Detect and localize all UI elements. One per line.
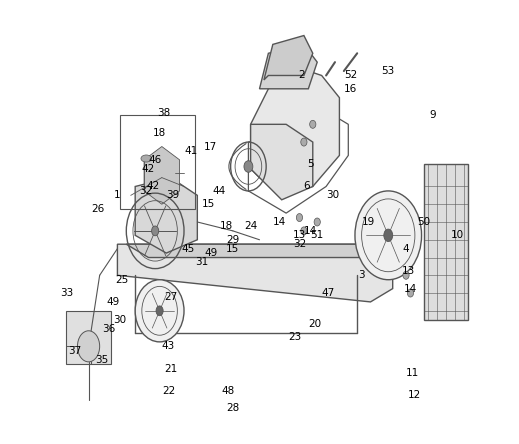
Text: 30: 30: [113, 315, 126, 325]
Ellipse shape: [355, 191, 421, 280]
Polygon shape: [135, 178, 197, 253]
Text: 42: 42: [146, 182, 159, 191]
Text: 32: 32: [293, 239, 306, 249]
Text: 28: 28: [226, 404, 239, 413]
Text: 25: 25: [115, 275, 129, 285]
Text: 18: 18: [153, 128, 166, 138]
Text: 19: 19: [362, 217, 375, 227]
Text: 42: 42: [142, 164, 155, 174]
Text: 14: 14: [273, 217, 286, 227]
Bar: [424, 164, 468, 320]
Text: 11: 11: [406, 368, 419, 378]
Text: 47: 47: [322, 288, 335, 298]
Ellipse shape: [77, 331, 100, 362]
Text: 43: 43: [162, 341, 175, 351]
Text: 48: 48: [222, 386, 235, 396]
Text: 9: 9: [429, 111, 436, 120]
Text: 17: 17: [204, 142, 217, 151]
Text: 12: 12: [408, 390, 421, 400]
Text: 15: 15: [202, 199, 215, 209]
Text: 16: 16: [344, 84, 357, 94]
Polygon shape: [264, 36, 313, 80]
Bar: [66, 311, 111, 364]
Polygon shape: [117, 244, 393, 302]
Ellipse shape: [141, 155, 152, 162]
Ellipse shape: [244, 161, 253, 172]
Ellipse shape: [301, 138, 307, 146]
Text: 49: 49: [106, 297, 119, 307]
Text: 13: 13: [402, 266, 415, 276]
Text: 51: 51: [310, 230, 324, 240]
Bar: [120, 115, 195, 209]
Text: 41: 41: [184, 146, 197, 156]
Ellipse shape: [384, 229, 393, 242]
Text: 49: 49: [204, 248, 217, 258]
Text: 6: 6: [303, 182, 309, 191]
Text: 3: 3: [358, 270, 365, 280]
Text: 1: 1: [114, 190, 121, 200]
Ellipse shape: [296, 214, 303, 222]
Text: 52: 52: [344, 71, 357, 80]
Text: 45: 45: [182, 244, 195, 254]
Text: 44: 44: [213, 186, 226, 196]
Ellipse shape: [407, 289, 414, 297]
Text: 14: 14: [304, 226, 317, 236]
Text: 24: 24: [244, 222, 257, 231]
Text: 5: 5: [307, 159, 314, 169]
Polygon shape: [251, 124, 313, 200]
FancyArrowPatch shape: [229, 143, 246, 190]
Text: 30: 30: [326, 190, 339, 200]
Ellipse shape: [310, 120, 316, 128]
Polygon shape: [260, 44, 317, 89]
Text: 33: 33: [60, 288, 73, 298]
Text: 36: 36: [102, 324, 115, 333]
Text: 10: 10: [450, 230, 463, 240]
Text: 32: 32: [140, 186, 153, 196]
Text: 22: 22: [162, 386, 175, 396]
Ellipse shape: [403, 271, 409, 279]
Text: 29: 29: [226, 235, 239, 245]
Ellipse shape: [314, 218, 320, 226]
Text: 46: 46: [148, 155, 162, 165]
Text: 21: 21: [164, 364, 177, 373]
Ellipse shape: [152, 226, 159, 236]
Text: 13: 13: [293, 230, 306, 240]
Text: 23: 23: [289, 333, 302, 342]
Text: 31: 31: [195, 257, 209, 267]
Text: 38: 38: [157, 108, 171, 118]
Ellipse shape: [301, 227, 307, 235]
Text: 50: 50: [417, 217, 430, 227]
Ellipse shape: [135, 280, 184, 342]
Text: 15: 15: [226, 244, 239, 254]
Polygon shape: [251, 67, 339, 191]
Text: 4: 4: [403, 244, 409, 254]
Polygon shape: [144, 147, 180, 204]
Text: 39: 39: [166, 190, 180, 200]
Text: 37: 37: [69, 346, 82, 356]
Text: 20: 20: [308, 319, 322, 329]
Text: 35: 35: [95, 355, 108, 365]
Text: 53: 53: [381, 66, 395, 76]
Text: 18: 18: [220, 222, 233, 231]
Ellipse shape: [156, 306, 163, 316]
Text: 27: 27: [164, 293, 177, 302]
Text: 26: 26: [91, 204, 104, 214]
Polygon shape: [126, 244, 393, 258]
Text: 14: 14: [404, 284, 417, 293]
Text: 2: 2: [298, 71, 305, 80]
